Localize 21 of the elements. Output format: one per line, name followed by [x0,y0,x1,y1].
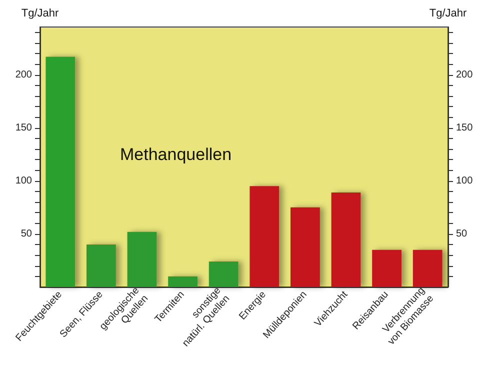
y2-axis-title: Tg/Jahr [429,8,467,20]
y2-tick-label: 100 [456,175,474,186]
text: Methanquellen [120,145,232,164]
y-tick-label: 50 [20,228,32,240]
bar [412,250,442,287]
y2-tick-label: 50 [456,228,468,240]
bar [46,56,76,287]
y-axis-title: Tg/Jahr [21,8,59,20]
bar [372,250,402,287]
bar [208,262,238,287]
bar [168,276,198,287]
bar [127,232,157,287]
y-tick-label: 150 [15,122,32,134]
y2-tick-label: 200 [456,69,474,80]
bar [290,207,320,287]
y2-tick-label: 150 [456,122,474,134]
y-tick-label: 100 [15,175,32,186]
bar [86,244,116,287]
bar [331,192,361,287]
y-tick-label: 200 [15,69,32,80]
bar [250,186,280,287]
